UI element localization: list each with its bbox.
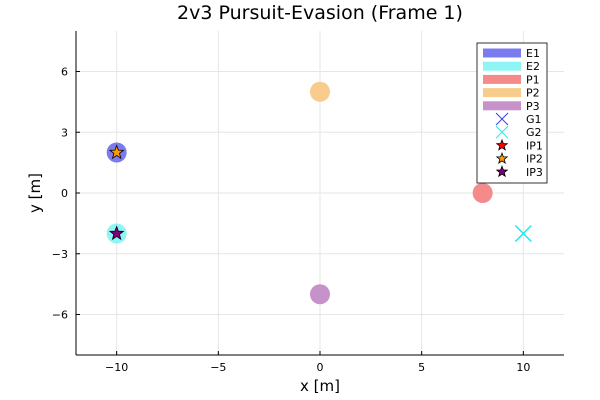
x-tick-label: 5: [418, 361, 425, 374]
legend-label: P2: [526, 87, 540, 100]
point-ip2: [108, 144, 125, 160]
legend-label: IP3: [526, 166, 543, 179]
x-axis-label: x [m]: [300, 377, 340, 395]
legend-label: G2: [526, 126, 542, 139]
legend-label: E1: [526, 47, 540, 60]
point-g2: [514, 224, 532, 243]
axis-ticks: −10 −5 0 5 10 −6 −3 0 3 6: [52, 66, 531, 375]
legend-swatch-g1: [495, 112, 509, 126]
legend-label: IP1: [526, 139, 543, 152]
legend-swatch-ip2: [495, 151, 509, 164]
legend-item-p3: P3: [483, 100, 540, 113]
legend-label: IP2: [526, 153, 543, 166]
legend-item-e2: E2: [483, 60, 540, 73]
legend-swatch-p1: [483, 74, 521, 84]
x-tick-label: 0: [317, 361, 324, 374]
x-tick-label: 10: [516, 361, 530, 374]
y-tick-label: 3: [61, 126, 68, 139]
legend-item-ip3: IP3: [495, 165, 543, 179]
legend-item-ip2: IP2: [495, 151, 543, 166]
legend-swatch-g2: [495, 125, 509, 139]
point-ip3: [108, 225, 125, 241]
legend-label: P3: [526, 100, 540, 113]
legend-label: E2: [526, 60, 540, 73]
x-tick-label: −5: [210, 361, 226, 374]
legend-label: G1: [526, 113, 542, 126]
legend-item-g2: G2: [495, 125, 542, 139]
legend-swatch-p3: [483, 101, 521, 111]
chart-title: 2v3 Pursuit-Evasion (Frame 1): [177, 2, 463, 24]
legend-label: P1: [526, 73, 540, 86]
legend-item-p1: P1: [483, 73, 540, 86]
legend-item-p2: P2: [483, 87, 540, 100]
legend-item-g1: G1: [495, 112, 542, 126]
legend-item-e1: E1: [483, 47, 540, 60]
legend-swatch-ip1: [495, 138, 509, 151]
point-p3: [310, 284, 330, 305]
data-marks: [106, 81, 532, 305]
y-tick-label: 6: [61, 66, 68, 79]
point-p1: [472, 183, 493, 203]
y-axis-label: y [m]: [26, 173, 44, 213]
point-p2: [310, 81, 330, 102]
y-tick-label: −6: [52, 309, 68, 322]
legend-swatch-p2: [483, 88, 521, 98]
x-tick-label: −10: [105, 361, 128, 374]
legend-item-ip1: IP1: [495, 138, 543, 152]
y-tick-label: −3: [52, 248, 68, 261]
legend-swatch-ip3: [495, 165, 509, 178]
legend-swatch-e1: [483, 48, 521, 58]
legend-swatch-e2: [483, 61, 521, 71]
y-tick-label: 0: [61, 187, 68, 200]
